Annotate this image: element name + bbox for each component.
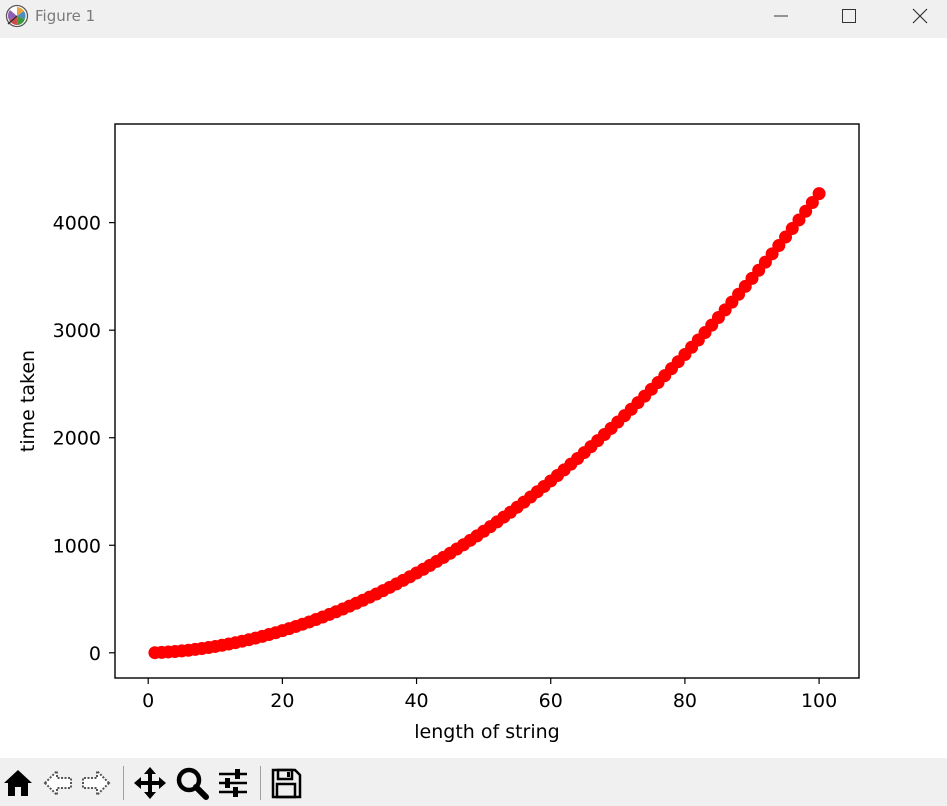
y-tick-label: 1000: [53, 535, 101, 557]
x-tick-label: 60: [539, 690, 563, 712]
sliders-icon: [219, 769, 247, 797]
minimize-icon: [774, 15, 788, 17]
y-tick-label: 0: [89, 643, 101, 665]
close-button[interactable]: [897, 0, 943, 32]
configure-subplots-button[interactable]: [215, 764, 251, 802]
data-point: [805, 196, 819, 210]
y-tick-label: 2000: [53, 428, 101, 450]
title-bar: Figure 1: [0, 0, 947, 38]
floppy-disk-icon: [271, 768, 302, 799]
x-tick-label: 20: [270, 690, 294, 712]
forward-button[interactable]: [78, 764, 114, 802]
back-arrow-icon: [43, 768, 72, 798]
save-button[interactable]: [268, 764, 304, 802]
pan-button[interactable]: [132, 764, 168, 802]
data-point: [812, 187, 826, 201]
move-icon: [134, 767, 166, 799]
home-button[interactable]: [0, 764, 36, 802]
toolbar-separator: [260, 766, 261, 800]
x-axis-ticks: 0 20 40 60 80 100: [142, 678, 837, 712]
home-icon: [4, 770, 32, 796]
window-title: Figure 1: [35, 7, 96, 25]
axes-frame: [114, 123, 860, 679]
figure-canvas[interactable]: 0 20 40 60 80 100 0 1000 2000 3000 4000 length of…: [0, 38, 947, 758]
y-tick-label: 3000: [53, 320, 101, 342]
minimize-button[interactable]: [758, 0, 804, 32]
matplotlib-logo-icon: [5, 4, 29, 28]
forward-arrow-icon: [82, 768, 111, 798]
magnifier-icon: [176, 767, 209, 800]
x-axis-label: length of string: [414, 721, 560, 743]
x-tick-label: 0: [142, 690, 154, 712]
x-tick-label: 40: [404, 690, 428, 712]
back-button[interactable]: [40, 764, 76, 802]
data-points: [148, 187, 826, 660]
toolbar-separator: [123, 766, 124, 800]
maximize-icon: [842, 9, 856, 23]
navigation-toolbar: [0, 758, 947, 806]
close-icon: [912, 8, 928, 24]
zoom-button[interactable]: [174, 764, 210, 802]
maximize-button[interactable]: [826, 0, 872, 32]
y-axis-label: time taken: [17, 350, 39, 452]
x-tick-label: 80: [673, 690, 697, 712]
scatter-plot: 0 20 40 60 80 100 0 1000 2000 3000 4000 length of…: [17, 123, 860, 743]
y-tick-label: 4000: [53, 213, 101, 235]
y-axis-ticks: 0 1000 2000 3000 4000: [53, 213, 115, 665]
x-tick-label: 100: [801, 690, 837, 712]
